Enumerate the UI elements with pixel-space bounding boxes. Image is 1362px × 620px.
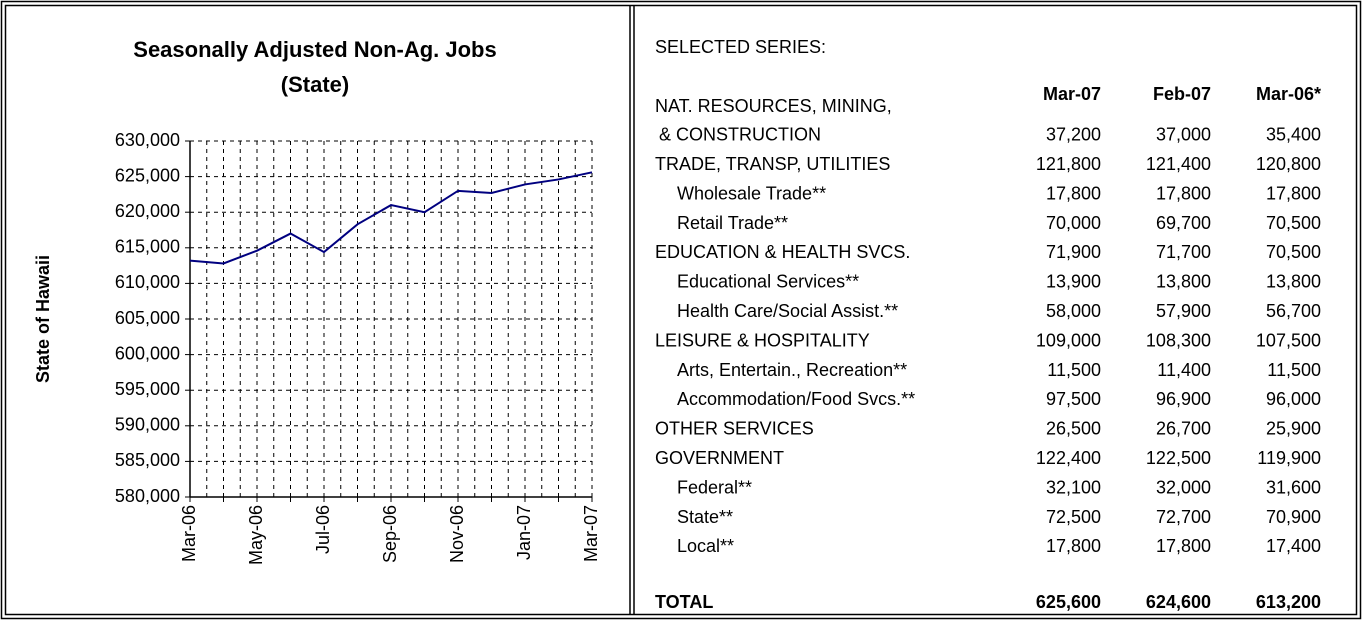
cell: 13,800 (1266, 272, 1321, 292)
cell: 58,000 (1046, 301, 1101, 321)
y-tick-label: 615,000 (115, 237, 180, 257)
row-label: State** (677, 507, 733, 527)
cell: 70,500 (1266, 242, 1321, 262)
row-label: TRADE, TRANSP, UTILITIES (655, 154, 890, 174)
row-label: Federal** (677, 477, 752, 497)
row-label: Retail Trade** (677, 213, 788, 233)
cell: 70,500 (1266, 213, 1321, 233)
x-tick-label: Mar-06 (179, 505, 199, 562)
cell: 72,500 (1046, 507, 1101, 527)
y-tick-label: 605,000 (115, 308, 180, 328)
cell: 17,800 (1156, 536, 1211, 556)
cell: 35,400 (1266, 125, 1321, 145)
cell: 37,200 (1046, 125, 1101, 145)
x-tick-label: Jan-07 (514, 505, 534, 560)
cell: 31,600 (1266, 477, 1321, 497)
cell: 17,400 (1266, 536, 1321, 556)
y-tick-label: 580,000 (115, 486, 180, 506)
row-label: EDUCATION & HEALTH SVCS. (655, 242, 910, 262)
y-tick-label: 630,000 (115, 130, 180, 150)
cell: 11,500 (1267, 360, 1321, 380)
x-tick-label: May-06 (246, 505, 266, 565)
cell: 71,900 (1046, 242, 1101, 262)
cell: 13,900 (1046, 272, 1101, 292)
cell: 11,400 (1157, 360, 1211, 380)
row-label: & CONSTRUCTION (659, 125, 821, 145)
cell: 26,500 (1046, 419, 1101, 439)
table-heading: SELECTED SERIES: (655, 37, 826, 57)
cell: 32,000 (1156, 477, 1211, 497)
cell: 26,700 (1156, 419, 1211, 439)
cell: 72,700 (1156, 507, 1211, 527)
row-label: Arts, Entertain., Recreation** (677, 360, 907, 380)
cell: 109,000 (1036, 330, 1101, 350)
cell: 70,900 (1266, 507, 1321, 527)
cell: 17,800 (1156, 183, 1211, 203)
row-label: NAT. RESOURCES, MINING, (655, 96, 892, 116)
cell: 120,800 (1256, 154, 1321, 174)
y-tick-label: 600,000 (115, 343, 180, 363)
row-label: GOVERNMENT (655, 448, 784, 468)
column-header: Mar-07 (1043, 84, 1101, 104)
cell: 69,700 (1156, 213, 1211, 233)
cell: 71,700 (1156, 242, 1211, 262)
cell: 17,800 (1046, 183, 1101, 203)
cell: 32,100 (1046, 477, 1101, 497)
cell: 25,900 (1266, 419, 1321, 439)
chart-subtitle: (State) (281, 72, 349, 97)
cell: 96,900 (1156, 389, 1211, 409)
series-line (189, 171, 593, 265)
row-label: Educational Services** (677, 272, 859, 292)
row-label: OTHER SERVICES (655, 419, 814, 439)
cell: 57,900 (1156, 301, 1211, 321)
cell: 108,300 (1146, 330, 1211, 350)
x-tick-label: Sep-06 (380, 505, 400, 563)
row-label: Wholesale Trade** (677, 183, 826, 203)
cell: 17,800 (1046, 536, 1101, 556)
x-tick-label: Nov-06 (447, 505, 467, 563)
y-tick-label: 585,000 (115, 450, 180, 470)
cell: 107,500 (1256, 330, 1321, 350)
y-tick-label: 625,000 (115, 165, 180, 185)
row-label: Health Care/Social Assist.** (677, 301, 898, 321)
cell: 121,800 (1036, 154, 1101, 174)
cell: 70,000 (1046, 213, 1101, 233)
cell: 613,200 (1256, 592, 1321, 612)
x-tick-label: Jul-06 (313, 505, 333, 554)
cell: 56,700 (1266, 301, 1321, 321)
cell: 17,800 (1266, 183, 1321, 203)
x-tick-label: Mar-07 (581, 505, 601, 562)
cell: 122,400 (1036, 448, 1101, 468)
row-label: Accommodation/Food Svcs.** (677, 389, 915, 409)
cell: 625,600 (1036, 592, 1101, 612)
cell: 37,000 (1156, 125, 1211, 145)
y-tick-label: 590,000 (115, 415, 180, 435)
cell: 13,800 (1156, 272, 1211, 292)
row-label: LEISURE & HOSPITALITY (655, 330, 870, 350)
cell: 624,600 (1146, 592, 1211, 612)
row-label: Local** (677, 536, 734, 556)
y-axis-label: State of Hawaii (33, 255, 53, 383)
cell: 122,500 (1146, 448, 1211, 468)
y-tick-label: 610,000 (115, 272, 180, 292)
chart-title: Seasonally Adjusted Non-Ag. Jobs (133, 37, 496, 62)
cell: 96,000 (1266, 389, 1321, 409)
column-header: Mar-06* (1256, 84, 1321, 104)
y-tick-label: 595,000 (115, 379, 180, 399)
cell: 121,400 (1146, 154, 1211, 174)
cell: 97,500 (1046, 389, 1101, 409)
cell: 119,900 (1257, 448, 1321, 468)
column-header: Feb-07 (1153, 84, 1211, 104)
row-label: TOTAL (655, 592, 713, 612)
cell: 11,500 (1047, 360, 1101, 380)
y-tick-label: 620,000 (115, 201, 180, 221)
inner-border (4, 4, 1358, 616)
